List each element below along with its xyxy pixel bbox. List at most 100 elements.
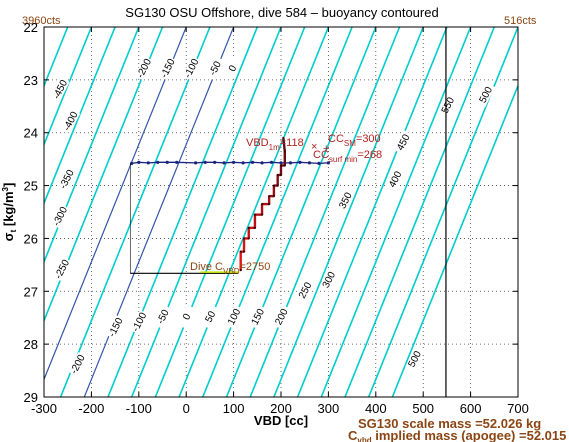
contour-label-bg: [272, 304, 292, 329]
x-axis-label: VBD [cc]: [254, 413, 308, 428]
contour-label: 0: [177, 304, 197, 329]
y-tick-label: 23: [24, 73, 38, 88]
vbd-sub: 1m: [269, 143, 280, 152]
contour-label-bg: [106, 315, 126, 340]
y-axis-label-sup: 3: [1, 186, 10, 191]
contour-label-bg: [50, 204, 70, 229]
profile-point: [194, 161, 198, 165]
corner-label-right: 516cts: [504, 15, 537, 27]
contour-line: [273, 27, 424, 397]
contour-label-bg: [129, 310, 149, 335]
profile-point: [260, 161, 264, 165]
staircase-segment: [282, 137, 286, 152]
y-tick-label: 24: [24, 126, 38, 141]
contour-label-text: 0: [181, 312, 194, 322]
contour-line: [225, 27, 377, 397]
profile-point: [175, 160, 179, 164]
dive-main: Dive C: [190, 261, 223, 273]
profile-point: [269, 160, 274, 164]
contour-label-bg: [158, 56, 178, 81]
contour-line: [249, 27, 401, 397]
staircase-point: [283, 150, 286, 153]
y-axis-ticks: 22 23 24 25 26 27 28 29: [24, 20, 518, 405]
profile-point: [165, 160, 169, 164]
x-tick-label: 100: [223, 401, 245, 416]
contour-label-bg: [319, 267, 339, 292]
profile-point: [156, 160, 160, 164]
profile-point: [213, 160, 217, 164]
contour-label-bg: [336, 188, 356, 213]
staircase-point: [272, 184, 275, 187]
contour-line: [44, 27, 93, 147]
profile-point: [250, 160, 255, 164]
staircase-point: [260, 202, 264, 206]
svg-text:Cvbd implied mass (apogee) =52: Cvbd implied mass (apogee) =52.015 kg: [348, 428, 569, 442]
y-tick-label: 27: [24, 284, 38, 299]
profile-point: [222, 161, 226, 165]
x-tick-label: 200: [270, 401, 292, 416]
contour-line-zero: [44, 27, 187, 381]
staircase-point: [260, 213, 264, 216]
staircase-point: [242, 237, 246, 240]
cc-surf-val: =268: [357, 149, 382, 161]
contour-line: [391, 83, 518, 397]
staircase-point: [268, 195, 271, 198]
contour-label-bg: [182, 56, 201, 81]
y-tick-label: 28: [24, 337, 38, 352]
cc-surf-main: CC: [313, 149, 329, 161]
profile-point: [317, 161, 321, 165]
contour-label: 50: [201, 304, 220, 329]
svg-text:CCsurf min=268: CCsurf min=268: [313, 149, 382, 164]
contour-label-bg: [476, 82, 496, 107]
x-tick-label: 400: [365, 401, 387, 416]
staircase-point: [268, 202, 271, 206]
annotation-dive-c: Dive CVBD=2750: [190, 261, 270, 276]
contour-label-bg: [248, 304, 268, 329]
contour-label: 0: [223, 56, 243, 81]
x-tick-label: 300: [318, 401, 340, 416]
x-tick-label: 700: [507, 401, 529, 416]
profile-point: [203, 160, 207, 164]
staircase-point: [272, 195, 275, 198]
staircase-point: [276, 173, 279, 177]
profile-point: [137, 160, 141, 164]
y-axis-label: σt [kg/m3]: [1, 183, 18, 242]
svg-text:CCSM=300: CCSM=300: [328, 133, 381, 148]
profile-point: [241, 161, 245, 165]
cc-sm-val: =300: [356, 133, 381, 145]
staircase-point: [279, 173, 283, 177]
cc-sm-sub: SM: [344, 139, 356, 148]
contour-line: [344, 27, 496, 397]
cc-surf-x: ×: [311, 141, 317, 153]
footer-cvbd-main: C: [348, 428, 358, 442]
profile-point: [279, 161, 283, 165]
contour-label-text: 50: [204, 309, 219, 324]
x-axis-ticks: -300 -200 -100 0 100 200 300 400 500 600 700: [31, 27, 529, 416]
y-tick-label: 29: [24, 390, 38, 405]
staircase-point: [253, 213, 257, 216]
data-series: [128, 136, 330, 274]
contour-label-bg: [201, 304, 220, 329]
cc-sm-plus: +: [323, 143, 329, 155]
contour-label-bg: [153, 304, 173, 329]
contour-line: [154, 27, 306, 397]
contour-label-bg: [385, 167, 405, 192]
annotation-vbd-1m: VBD1m=118: [246, 137, 304, 152]
staircase-point: [242, 250, 246, 253]
profile-point: [146, 161, 150, 165]
dive-val: =2750: [239, 261, 270, 273]
contour-line: [178, 27, 330, 397]
footer-cvbd-sub: vbd: [357, 436, 371, 442]
contour-label-bg: [50, 77, 70, 102]
x-tick-label: 0: [183, 401, 190, 416]
profile-point: [288, 161, 293, 165]
dive-sub: VBD: [223, 267, 240, 276]
contour-label-bg: [223, 56, 243, 81]
profile-point: [307, 161, 312, 165]
contour-label-bg: [57, 167, 77, 192]
staircase-point: [282, 136, 285, 140]
annotation-cc-sm: CCSM=300 +: [323, 133, 381, 155]
x-tick-label: -200: [78, 401, 104, 416]
vbd-val: =118: [280, 137, 304, 149]
contour-label-bg: [405, 347, 425, 372]
